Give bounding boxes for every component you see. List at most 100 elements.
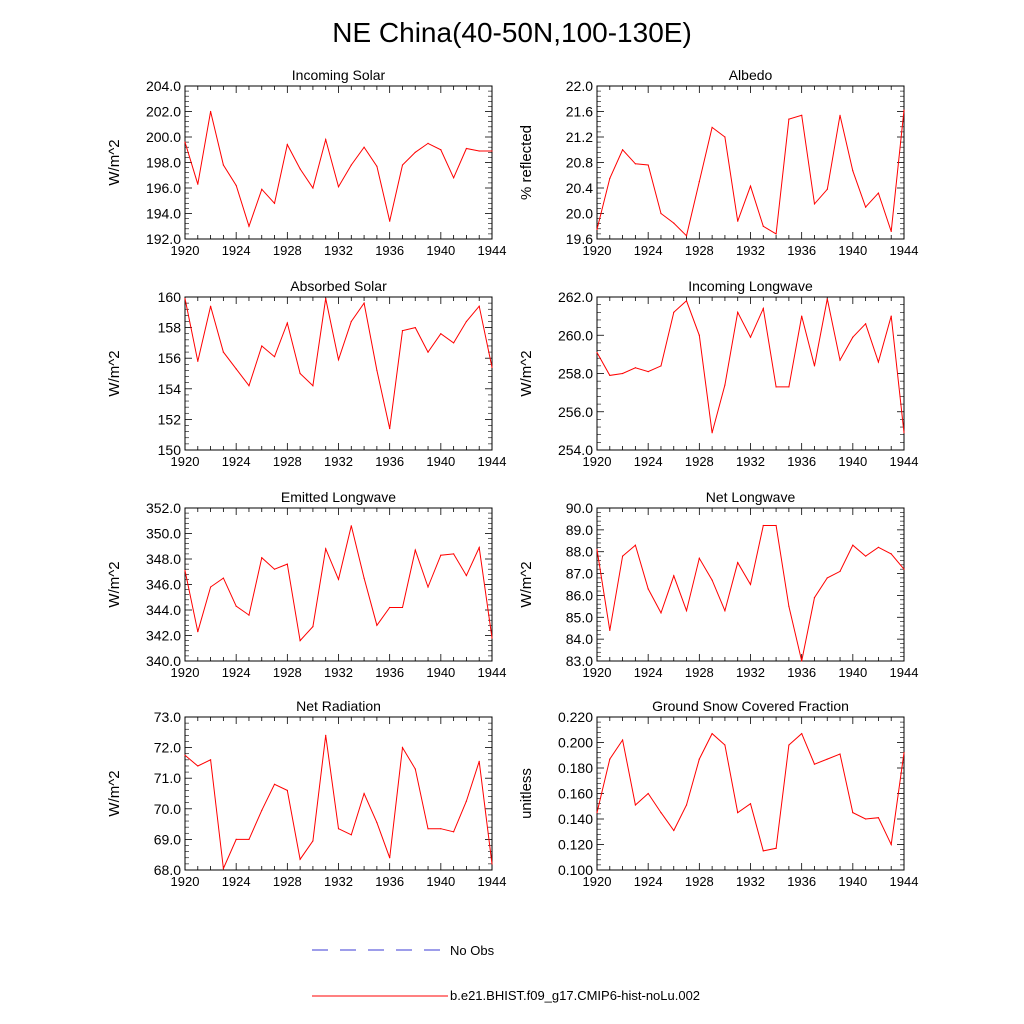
y-tick-label: 0.220 xyxy=(558,709,593,725)
data-point xyxy=(209,759,212,761)
y-tick-label: 196.0 xyxy=(146,180,181,196)
x-tick-label: 1944 xyxy=(478,454,507,469)
x-tick-label: 1928 xyxy=(273,454,302,469)
x-tick-label: 1936 xyxy=(375,454,404,469)
x-tick-label: 1936 xyxy=(375,665,404,680)
y-tick-label: 0.160 xyxy=(558,786,593,802)
x-tick-label: 1928 xyxy=(685,874,714,889)
data-point xyxy=(440,333,442,335)
x-tick-label: 1928 xyxy=(273,874,302,889)
y-tick-label: 154 xyxy=(158,381,182,397)
panel-incoming-solar: Incoming Solar W/m^2 1920 1924 1928 1932 1936 1… xyxy=(106,67,506,258)
plot-frame xyxy=(596,716,905,871)
x-tick-label: 1944 xyxy=(890,665,919,680)
x-tick-label: 1932 xyxy=(324,243,353,258)
y-tick-label: 198.0 xyxy=(146,155,181,171)
data-point xyxy=(724,744,726,746)
panel-title: Incoming Longwave xyxy=(688,278,813,294)
x-tick-label: 1920 xyxy=(171,874,200,889)
panel-title: Net Radiation xyxy=(296,698,381,714)
series-line xyxy=(184,111,492,228)
data-point xyxy=(813,763,816,765)
data-point xyxy=(609,758,611,760)
data-point xyxy=(401,747,404,749)
data-point xyxy=(478,305,480,307)
data-point xyxy=(440,149,442,151)
data-point xyxy=(865,555,867,557)
data-point xyxy=(788,386,790,388)
y-tick-label: 19.6 xyxy=(566,231,593,247)
data-point xyxy=(440,554,442,556)
data-point xyxy=(363,792,365,795)
y-tick-label: 152 xyxy=(158,411,182,427)
plot-frame xyxy=(596,296,905,451)
y-tick-label: 160 xyxy=(158,289,182,305)
y-axis-label: W/m^2 xyxy=(518,561,535,607)
plot-frame xyxy=(596,85,905,240)
y-tick-label: 20.4 xyxy=(566,180,593,196)
panel-albedo: Albedo % reflected 1920 1924 1928 1932 1936 194… xyxy=(518,67,918,258)
data-point xyxy=(350,320,352,323)
data-point xyxy=(337,828,340,830)
y-tick-label: 200.0 xyxy=(146,129,181,145)
data-point xyxy=(813,597,816,599)
data-point xyxy=(325,734,327,736)
data-point xyxy=(389,427,391,430)
data-point xyxy=(775,524,777,527)
data-point xyxy=(698,557,700,559)
data-point xyxy=(737,812,739,814)
data-point xyxy=(273,202,276,204)
x-tick-label: 1936 xyxy=(787,243,816,258)
x-tick-label: 1924 xyxy=(634,454,663,469)
x-tick-label: 1940 xyxy=(426,454,455,469)
panel-grid: Incoming Solar W/m^2 1920 1924 1928 1932 1936 1… xyxy=(106,67,918,889)
y-tick-label: 21.6 xyxy=(566,104,593,120)
data-point xyxy=(222,577,224,579)
data-point xyxy=(788,744,790,746)
data-point xyxy=(299,168,301,170)
data-point xyxy=(376,821,378,824)
data-point xyxy=(235,184,237,187)
x-tick-label: 1928 xyxy=(685,454,714,469)
x-tick-label: 1940 xyxy=(838,665,867,680)
y-tick-label: 348.0 xyxy=(146,551,181,567)
data-point xyxy=(478,150,480,152)
data-point xyxy=(312,385,314,387)
data-point xyxy=(647,792,649,795)
series-line xyxy=(184,298,493,429)
data-point xyxy=(826,577,828,579)
y-tick-label: 90.0 xyxy=(566,500,593,516)
data-point xyxy=(877,361,880,363)
x-tick-label: 1932 xyxy=(736,665,765,680)
y-tick-label: 194.0 xyxy=(146,206,181,222)
data-point xyxy=(273,568,276,570)
data-point xyxy=(826,188,828,190)
data-point xyxy=(465,574,468,577)
data-point xyxy=(427,828,429,830)
y-axis-label: unitless xyxy=(518,768,535,819)
data-point xyxy=(634,367,636,369)
data-point xyxy=(621,555,624,557)
y-tick-label: 0.200 xyxy=(558,735,593,751)
x-tick-label: 1924 xyxy=(222,454,251,469)
data-point xyxy=(414,151,416,153)
data-point xyxy=(427,142,429,144)
data-point xyxy=(401,606,404,609)
data-point xyxy=(337,359,340,361)
data-point xyxy=(350,834,352,836)
y-tick-label: 85.0 xyxy=(566,609,593,625)
x-tick-label: 1920 xyxy=(171,454,200,469)
data-point xyxy=(209,305,212,307)
data-point xyxy=(762,307,764,310)
data-point xyxy=(248,838,250,841)
data-point xyxy=(839,753,841,755)
data-point xyxy=(235,838,237,841)
y-tick-label: 83.0 xyxy=(566,653,593,669)
data-point xyxy=(865,323,867,325)
x-tick-label: 1944 xyxy=(478,665,507,680)
data-point xyxy=(325,548,327,550)
y-axis-label: W/m^2 xyxy=(106,561,123,607)
x-tick-label: 1928 xyxy=(685,665,714,680)
data-point xyxy=(698,181,700,183)
data-point xyxy=(660,365,662,367)
